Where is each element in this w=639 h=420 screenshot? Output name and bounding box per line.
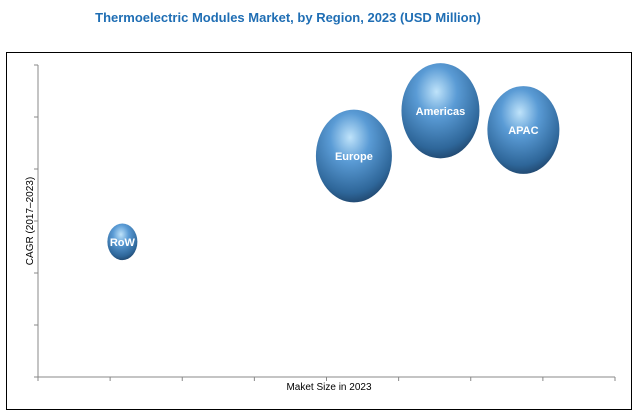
x-axis-label: Maket Size in 2023 [286,382,371,393]
bubble-americas [401,63,480,159]
bubble-row [107,223,138,261]
bubble-label: Americas [416,106,466,118]
bubble-label: RoW [110,237,136,249]
chart-frame [6,52,632,410]
bubble-apac [487,86,560,174]
bubble-europe [315,109,392,203]
chart-title: Thermoelectric Modules Market, by Region… [95,10,481,25]
bubble-label: Europe [335,151,373,163]
bubble-label: APAC [508,125,538,137]
y-axis-label: CAGR (2017–2023) [25,177,36,265]
